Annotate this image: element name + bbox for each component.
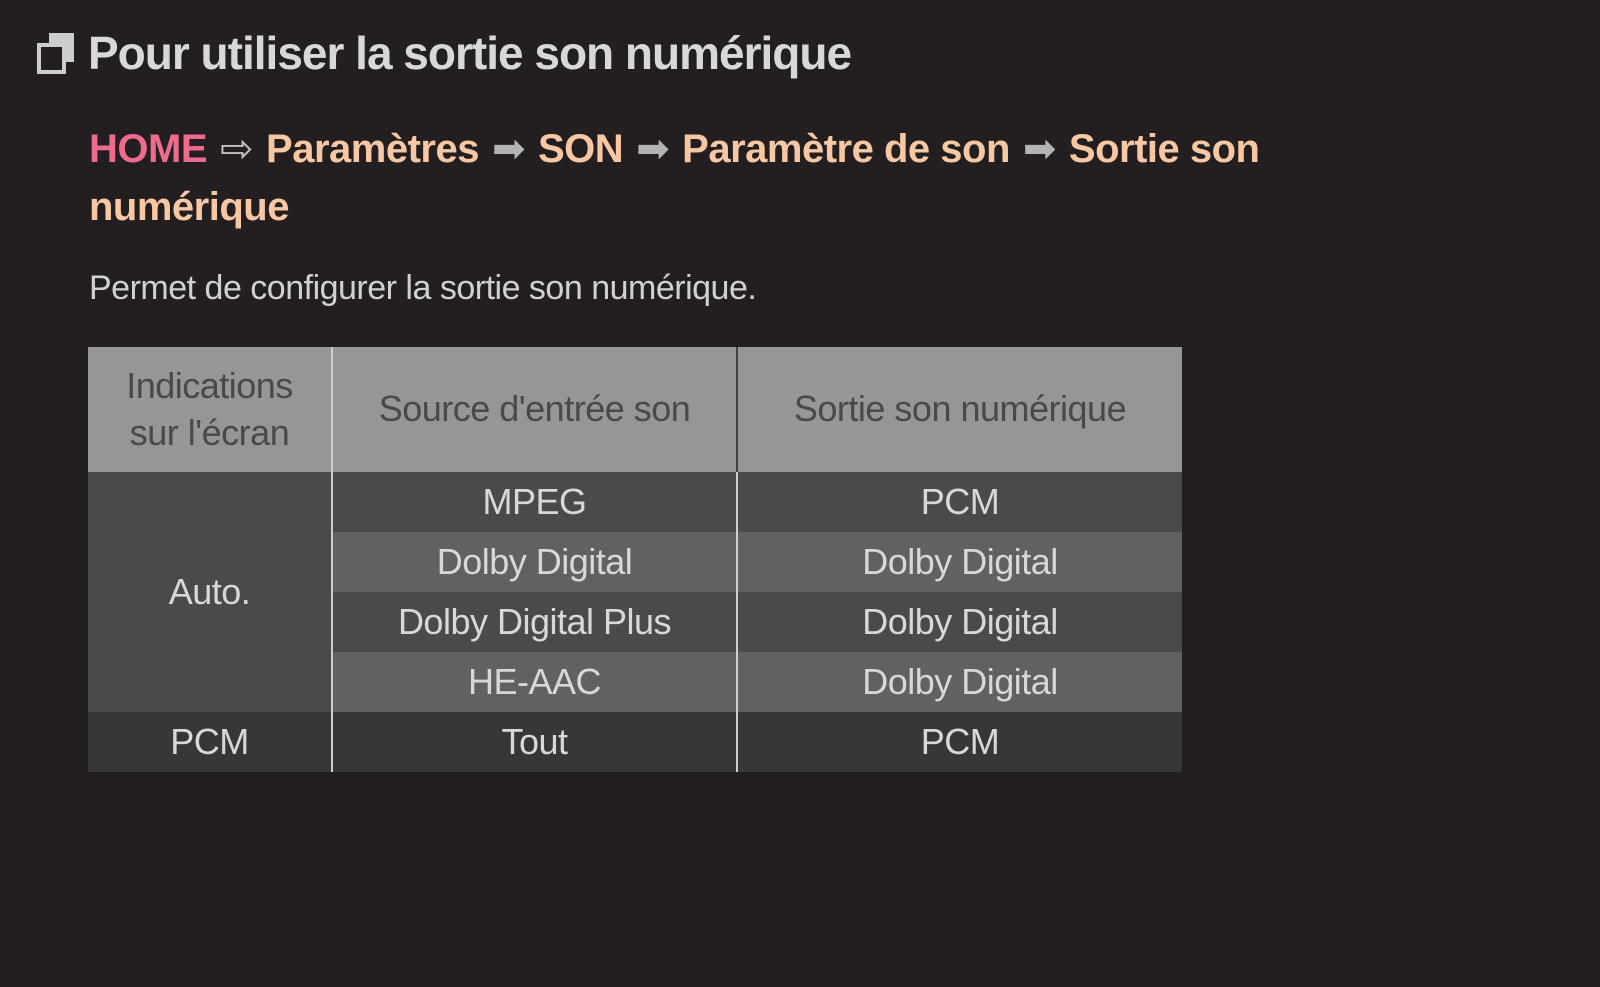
breadcrumb-item-parametres: Paramètres bbox=[266, 127, 479, 171]
breadcrumb-item-sortie-son-numerique: Sortie son numérique bbox=[89, 127, 1260, 229]
cell-indication-pcm: PCM bbox=[88, 712, 332, 772]
cell-source-dolby-digital-plus: Dolby Digital Plus bbox=[331, 592, 737, 652]
table-row: HE-AAC Dolby Digital bbox=[88, 652, 1182, 712]
page-title: Pour utiliser la sortie son numérique bbox=[88, 27, 852, 79]
cell-source-mpeg: MPEG bbox=[331, 472, 737, 532]
title-row: Pour utiliser la sortie son numérique bbox=[37, 26, 1600, 80]
breadcrumb-home: HOME bbox=[89, 127, 208, 171]
table-row: Dolby Digital Plus Dolby Digital bbox=[88, 592, 1182, 652]
cell-output-dolby-digital: Dolby Digital bbox=[736, 592, 1182, 652]
right-arrow-icon: ➡ bbox=[491, 127, 526, 171]
description-text: Permet de configurer la sortie son numér… bbox=[89, 269, 757, 307]
right-arrow-icon: ➡ bbox=[636, 127, 670, 171]
cell-output-pcm: PCM bbox=[736, 712, 1182, 772]
digital-audio-output-table: Indications sur l'écran Source d'entrée … bbox=[88, 347, 1182, 772]
overlapping-squares-icon bbox=[37, 32, 74, 74]
cell-indication-auto: Auto. bbox=[88, 472, 332, 712]
cell-output-dolby-digital: Dolby Digital bbox=[736, 532, 1182, 592]
table-header-row: Indications sur l'écran Source d'entrée … bbox=[88, 347, 1182, 472]
cell-source-he-aac: HE-AAC bbox=[331, 652, 737, 712]
hollow-right-arrow-icon: ⇨ bbox=[220, 127, 254, 171]
table-row: Dolby Digital Dolby Digital bbox=[88, 532, 1182, 592]
cell-output-pcm: PCM bbox=[736, 472, 1182, 532]
table-row: Auto. MPEG PCM bbox=[88, 472, 1182, 712]
manual-page: { "theme": { "page-bg": "#231f20", "titl… bbox=[0, 26, 1600, 987]
breadcrumb-item-parametre-de-son: Paramètre de son bbox=[682, 127, 1010, 171]
col-header-source: Source d'entrée son bbox=[331, 347, 737, 472]
overlapping-squares-icon-front bbox=[37, 42, 66, 74]
breadcrumb: HOME ⇨ Paramètres ➡ SON ➡ Paramètre de son ➡ Sor… bbox=[89, 120, 1409, 236]
cell-source-tout: Tout bbox=[331, 712, 737, 772]
cell-source-dolby-digital: Dolby Digital bbox=[331, 532, 737, 592]
right-arrow-icon: ➡ bbox=[1022, 127, 1057, 171]
breadcrumb-item-son: SON bbox=[537, 127, 624, 171]
table-row: PCM Tout PCM bbox=[88, 712, 1182, 772]
cell-output-dolby-digital: Dolby Digital bbox=[736, 652, 1182, 712]
col-header-sortie: Sortie son numérique bbox=[736, 347, 1182, 472]
col-header-indications: Indications sur l'écran bbox=[88, 347, 332, 472]
